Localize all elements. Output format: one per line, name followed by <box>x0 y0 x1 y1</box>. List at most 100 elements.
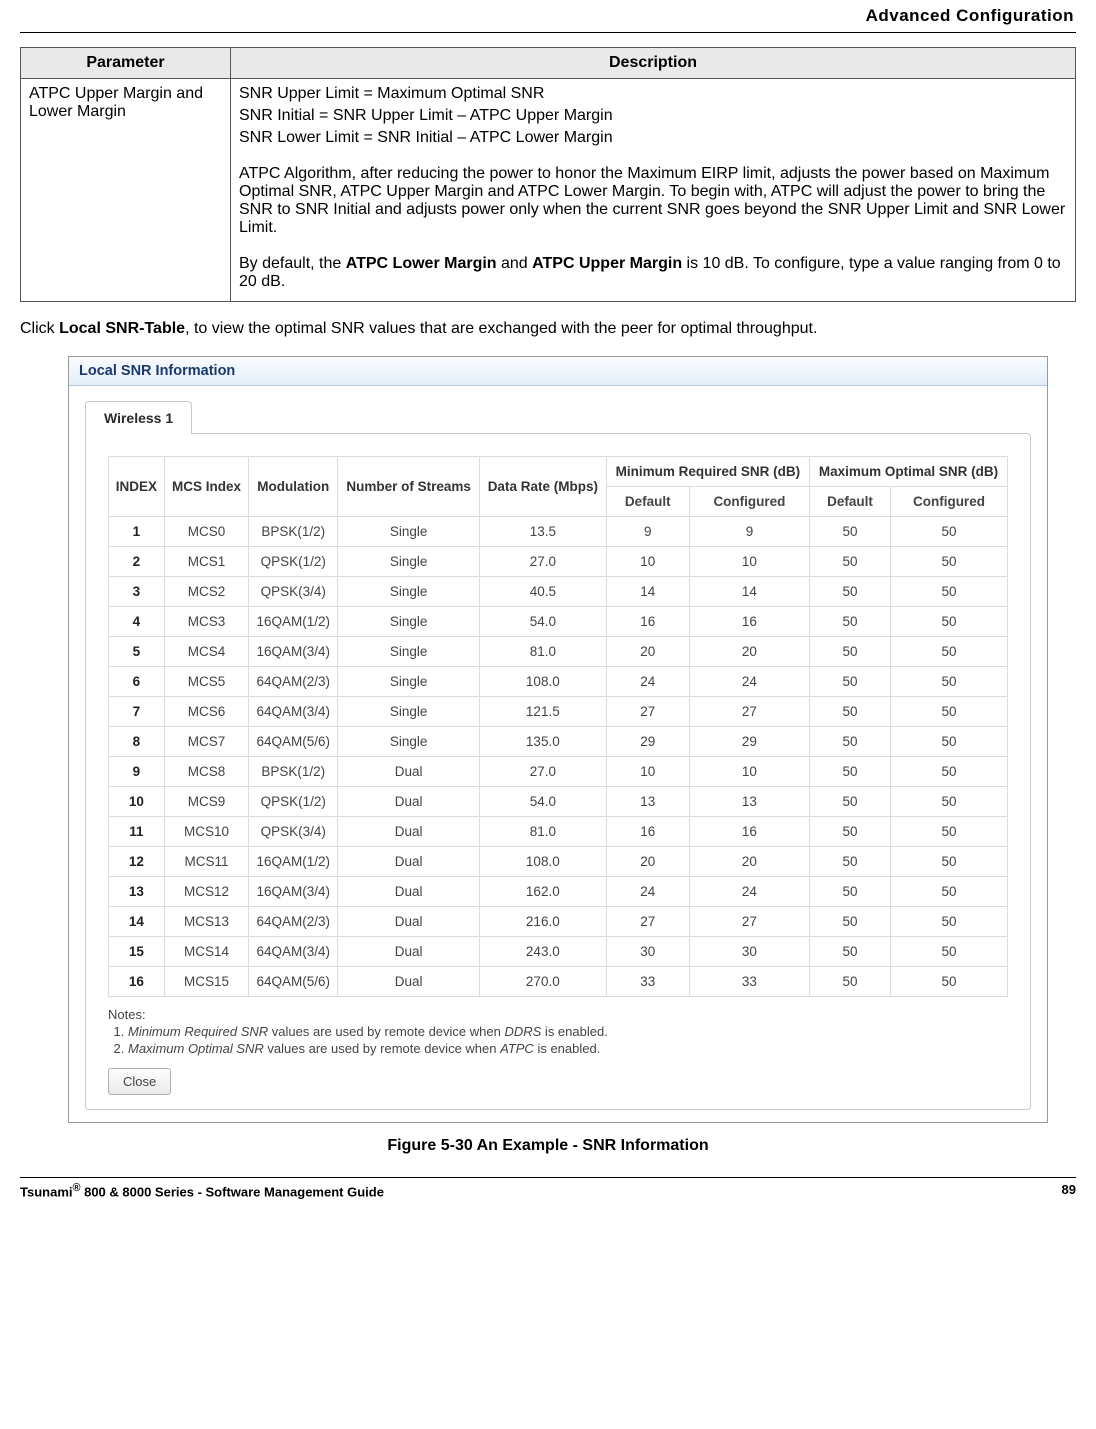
cell: Dual <box>338 757 480 787</box>
table-row: 13MCS1216QAM(3/4)Dual162.024245050 <box>109 877 1008 907</box>
cell: 6 <box>109 667 165 697</box>
cell: Dual <box>338 787 480 817</box>
figure-caption: Figure 5-30 An Example - SNR Information <box>20 1137 1076 1155</box>
cell: 27.0 <box>479 757 606 787</box>
notes: Notes: Minimum Required SNR values are u… <box>108 1007 1008 1056</box>
cell: 15 <box>109 937 165 967</box>
col-streams: Number of Streams <box>338 457 480 517</box>
param-header: Parameter <box>21 48 231 79</box>
cell: 16 <box>689 607 809 637</box>
cell: 2 <box>109 547 165 577</box>
cell: 20 <box>689 637 809 667</box>
cell: 8 <box>109 727 165 757</box>
cell: MCS0 <box>164 517 248 547</box>
snr-dialog: Local SNR Information Wireless 1 INDEX M… <box>68 356 1048 1123</box>
cell: 50 <box>810 787 891 817</box>
cell: 7 <box>109 697 165 727</box>
cell: MCS8 <box>164 757 248 787</box>
cell: 33 <box>606 967 689 997</box>
cell: 24 <box>689 667 809 697</box>
cell: 27 <box>689 907 809 937</box>
cell: 3 <box>109 577 165 607</box>
cell: QPSK(3/4) <box>249 577 338 607</box>
table-row: 9MCS8BPSK(1/2)Dual27.010105050 <box>109 757 1008 787</box>
desc-line: SNR Lower Limit = SNR Initial – ATPC Low… <box>239 129 1067 147</box>
page-footer: Tsunami® 800 & 8000 Series - Software Ma… <box>20 1182 1076 1199</box>
table-row: 5MCS416QAM(3/4)Single81.020205050 <box>109 637 1008 667</box>
close-button[interactable]: Close <box>108 1068 171 1095</box>
cell: 64QAM(5/6) <box>249 967 338 997</box>
cell: 50 <box>890 907 1007 937</box>
footer-left: Tsunami® 800 & 8000 Series - Software Ma… <box>20 1182 384 1199</box>
cell: 27.0 <box>479 547 606 577</box>
desc-para: ATPC Algorithm, after reducing the power… <box>239 165 1067 237</box>
cell: 1 <box>109 517 165 547</box>
cell: 121.5 <box>479 697 606 727</box>
col-maxsnr: Maximum Optimal SNR (dB) <box>810 457 1008 487</box>
table-row: 14MCS1364QAM(2/3)Dual216.027275050 <box>109 907 1008 937</box>
cell: 24 <box>606 877 689 907</box>
page-header: Advanced Configuration <box>20 0 1076 32</box>
footer-page: 89 <box>1062 1182 1076 1199</box>
cell: 50 <box>810 517 891 547</box>
cell: 5 <box>109 637 165 667</box>
cell: 216.0 <box>479 907 606 937</box>
tab-wireless1[interactable]: Wireless 1 <box>85 401 192 434</box>
cell: 10 <box>109 787 165 817</box>
cell: 4 <box>109 607 165 637</box>
cell: 27 <box>689 697 809 727</box>
cell: Dual <box>338 967 480 997</box>
cell: 162.0 <box>479 877 606 907</box>
notes-title: Notes: <box>108 1007 1008 1022</box>
cell: 13 <box>109 877 165 907</box>
cell: 27 <box>606 907 689 937</box>
cell: MCS1 <box>164 547 248 577</box>
cell: 16 <box>689 817 809 847</box>
cell: QPSK(1/2) <box>249 547 338 577</box>
cell: 50 <box>890 727 1007 757</box>
footer-rule <box>20 1177 1076 1178</box>
cell: 30 <box>606 937 689 967</box>
table-row: 7MCS664QAM(3/4)Single121.527275050 <box>109 697 1008 727</box>
cell: 50 <box>810 727 891 757</box>
table-row: 2MCS1QPSK(1/2)Single27.010105050 <box>109 547 1008 577</box>
cell: 13.5 <box>479 517 606 547</box>
cell: 50 <box>890 847 1007 877</box>
cell: 50 <box>810 547 891 577</box>
col-rate: Data Rate (Mbps) <box>479 457 606 517</box>
cell: MCS3 <box>164 607 248 637</box>
note-item: Maximum Optimal SNR values are used by r… <box>128 1041 1008 1056</box>
cell: 64QAM(2/3) <box>249 907 338 937</box>
cell: 12 <box>109 847 165 877</box>
cell: Single <box>338 517 480 547</box>
cell: 9 <box>109 757 165 787</box>
cell: MCS14 <box>164 937 248 967</box>
cell: 16QAM(3/4) <box>249 877 338 907</box>
table-row: 1MCS0BPSK(1/2)Single13.5995050 <box>109 517 1008 547</box>
desc-line: SNR Initial = SNR Upper Limit – ATPC Upp… <box>239 107 1067 125</box>
cell: 108.0 <box>479 847 606 877</box>
table-row: 3MCS2QPSK(3/4)Single40.514145050 <box>109 577 1008 607</box>
intro-text: Click Local SNR-Table, to view the optim… <box>20 320 1076 338</box>
cell: 9 <box>606 517 689 547</box>
cell: 9 <box>689 517 809 547</box>
cell: 50 <box>890 937 1007 967</box>
cell: QPSK(3/4) <box>249 817 338 847</box>
cell: 50 <box>810 637 891 667</box>
cell: Single <box>338 637 480 667</box>
col-min-configured: Configured <box>689 487 809 517</box>
cell: 81.0 <box>479 637 606 667</box>
cell: 13 <box>606 787 689 817</box>
cell: Single <box>338 667 480 697</box>
cell: 50 <box>810 817 891 847</box>
cell: MCS10 <box>164 817 248 847</box>
cell: 16 <box>606 817 689 847</box>
cell: 29 <box>689 727 809 757</box>
cell: MCS7 <box>164 727 248 757</box>
cell: 50 <box>810 667 891 697</box>
cell: 54.0 <box>479 787 606 817</box>
cell: 50 <box>810 607 891 637</box>
cell: 16QAM(3/4) <box>249 637 338 667</box>
cell: 50 <box>810 757 891 787</box>
cell: Dual <box>338 847 480 877</box>
